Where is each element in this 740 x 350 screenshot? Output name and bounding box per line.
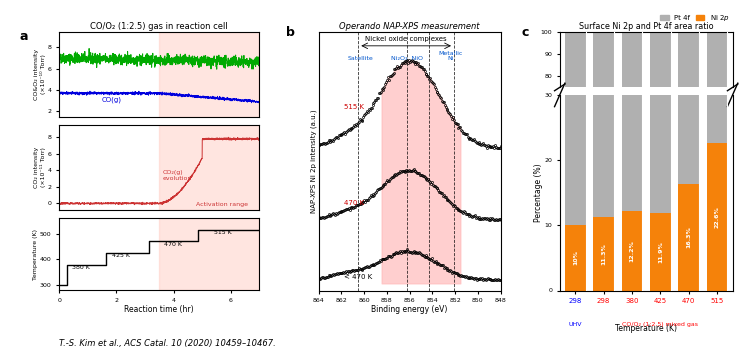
Bar <box>650 32 670 229</box>
Text: 380 K: 380 K <box>72 265 90 270</box>
Bar <box>650 229 670 255</box>
Text: a: a <box>19 30 27 43</box>
X-axis label: Temperature (K): Temperature (K) <box>615 324 677 332</box>
Text: UHV: UHV <box>568 322 582 327</box>
Text: T.-S. Kim et al., ACS Catal. 10 (2020) 10459–10467.: T.-S. Kim et al., ACS Catal. 10 (2020) 1… <box>59 339 276 348</box>
Bar <box>707 143 727 290</box>
Text: 11.3%: 11.3% <box>601 243 606 265</box>
Bar <box>622 228 642 255</box>
Text: O₂(g): O₂(g) <box>82 56 100 63</box>
Bar <box>707 204 727 255</box>
Text: b: b <box>286 26 295 39</box>
Text: Ni₂O₃  NiO: Ni₂O₃ NiO <box>391 56 423 61</box>
Text: 515 K: 515 K <box>214 230 232 235</box>
Bar <box>679 184 699 290</box>
Bar <box>159 125 259 210</box>
Bar <box>622 0 642 211</box>
Text: Activation range: Activation range <box>196 202 249 207</box>
Text: 10%: 10% <box>573 250 578 265</box>
Bar <box>565 0 585 225</box>
Text: Satellite: Satellite <box>348 56 374 61</box>
Bar <box>622 211 642 290</box>
Y-axis label: NAP-XPS Ni 2p intensity (a.u.): NAP-XPS Ni 2p intensity (a.u.) <box>311 109 317 213</box>
Bar <box>565 233 585 255</box>
Bar <box>159 32 259 117</box>
Bar <box>679 0 699 184</box>
Text: 16.3%: 16.3% <box>686 226 691 248</box>
Bar <box>593 0 614 217</box>
Text: < 470 K: < 470 K <box>343 274 371 280</box>
Bar <box>565 225 585 290</box>
Bar <box>593 217 614 290</box>
Y-axis label: Percentage (%): Percentage (%) <box>534 163 543 222</box>
Text: 470 K: 470 K <box>164 242 181 247</box>
Bar <box>679 32 699 219</box>
Text: Metallic
Ni: Metallic Ni <box>438 51 462 61</box>
Bar <box>707 0 727 143</box>
Text: Nickel oxide complexes: Nickel oxide complexes <box>366 36 447 42</box>
Y-axis label: Temperature (K): Temperature (K) <box>33 229 38 280</box>
Text: 515 K: 515 K <box>343 104 363 110</box>
Text: 22.6%: 22.6% <box>715 206 719 228</box>
X-axis label: Reaction time (hr): Reaction time (hr) <box>124 304 194 314</box>
Text: 12.2%: 12.2% <box>630 240 634 262</box>
Title: Operando NAP-XPS measurement: Operando NAP-XPS measurement <box>340 22 480 31</box>
Text: 470 K: 470 K <box>343 199 363 205</box>
Bar <box>622 32 642 228</box>
Bar <box>593 230 614 255</box>
Text: CO/O₂ (1:2.5) mixed gas: CO/O₂ (1:2.5) mixed gas <box>622 322 699 327</box>
Y-axis label: CO₂ intensity
(×10⁻¹¹ Torr): CO₂ intensity (×10⁻¹¹ Torr) <box>34 147 46 188</box>
Text: CO(g): CO(g) <box>102 97 122 103</box>
Legend: Pt 4f, Ni 2$p$: Pt 4f, Ni 2$p$ <box>658 10 733 26</box>
X-axis label: Binding energy (eV): Binding energy (eV) <box>371 304 448 314</box>
Bar <box>679 219 699 255</box>
Bar <box>650 213 670 290</box>
Title: Surface Ni 2p and Pt 4f area ratio: Surface Ni 2p and Pt 4f area ratio <box>579 22 713 31</box>
Text: 425 K: 425 K <box>112 253 130 258</box>
Y-axis label: CO&O₂ intensity
(×10⁻¹⁰ Torr): CO&O₂ intensity (×10⁻¹⁰ Torr) <box>34 49 46 100</box>
Title: CO/O₂ (1:2.5) gas in reaction cell: CO/O₂ (1:2.5) gas in reaction cell <box>90 22 228 31</box>
Text: 11.9%: 11.9% <box>658 241 663 262</box>
Bar <box>159 218 259 290</box>
Text: c: c <box>522 26 529 39</box>
Bar <box>707 32 727 204</box>
Bar <box>593 32 614 230</box>
Bar <box>650 0 670 213</box>
Text: CO₂(g)
evolution: CO₂(g) evolution <box>162 170 192 181</box>
Bar <box>565 32 585 233</box>
